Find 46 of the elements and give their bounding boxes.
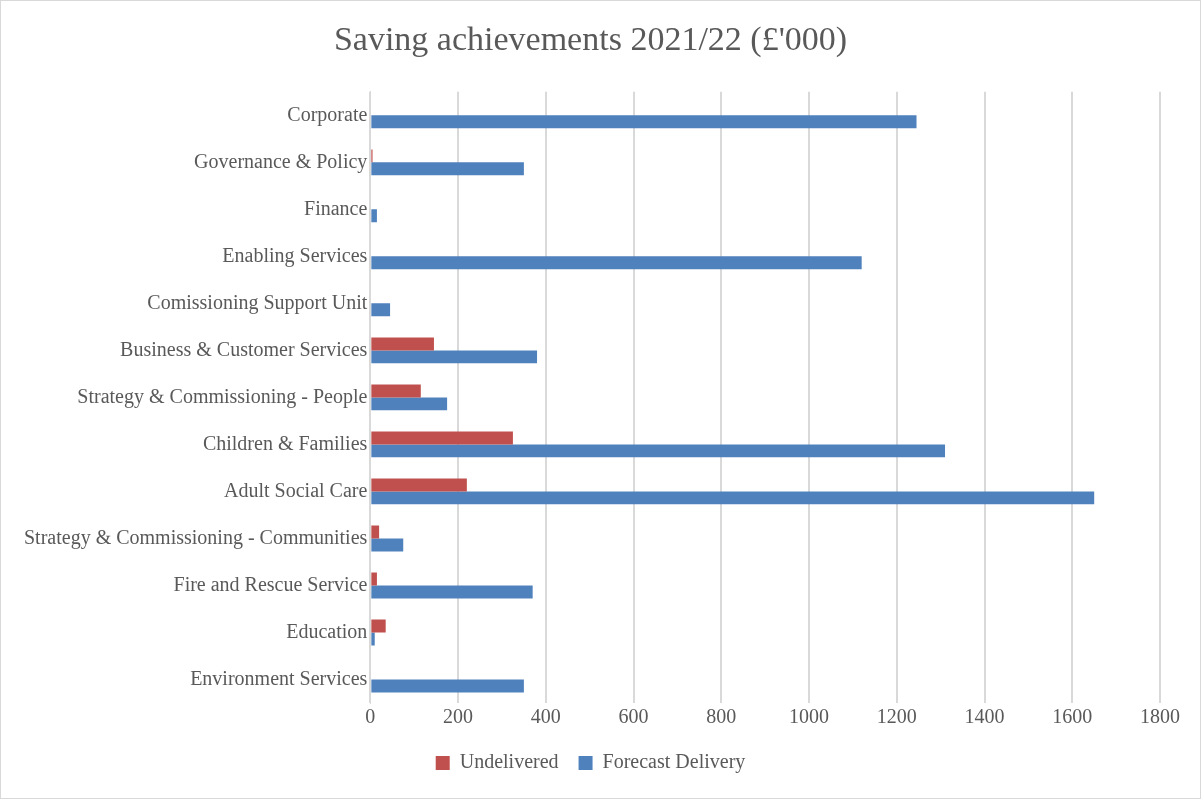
legend-label: Forecast Delivery: [602, 750, 746, 774]
bar: [371, 384, 421, 398]
y-tick-label: Adult Social Care: [224, 478, 368, 501]
y-tick-label: Finance: [304, 196, 368, 219]
y-tick-label: Children & Families: [202, 431, 368, 454]
y-tick-label: Fire and Rescue Service: [173, 572, 368, 595]
y-tick-label: Strategy & Commissioning - Communities: [24, 525, 368, 549]
x-tick-label: 0: [365, 705, 376, 728]
bar: [371, 525, 380, 539]
bar: [371, 350, 538, 364]
x-tick-label: 600: [618, 705, 649, 728]
x-tick-label: 800: [706, 705, 737, 728]
bar: [371, 397, 448, 411]
bar: [371, 491, 1095, 505]
legend-label: Undelivered: [459, 750, 559, 773]
bar: [371, 632, 375, 646]
chart-title: Saving achievements 2021/22 (£'000): [333, 20, 848, 59]
x-tick-label: 1800: [1140, 705, 1180, 728]
x-tick-label: 1000: [789, 705, 830, 728]
x-tick-label: 200: [443, 705, 474, 728]
bar: [371, 585, 533, 599]
x-tick-label: 1600: [1052, 705, 1093, 728]
x-tick-label: 1200: [876, 705, 917, 728]
bar: [371, 303, 391, 317]
bar: [371, 162, 524, 176]
x-tick-label: 1400: [964, 705, 1005, 728]
bar: [371, 431, 513, 445]
bar: [371, 572, 377, 586]
y-tick-label: Governance & Policy: [194, 149, 368, 173]
y-tick-label: Business & Customer Services: [120, 337, 368, 360]
bar: [371, 256, 862, 270]
y-tick-label: Strategy & Commissioning - People: [77, 384, 368, 408]
y-tick-label: Environment Services: [190, 666, 368, 689]
bar: [371, 538, 404, 552]
bar: [371, 444, 946, 458]
y-tick-label: Corporate: [287, 102, 368, 126]
x-tick-label: 400: [530, 705, 561, 728]
bar: [371, 115, 917, 129]
y-tick-label: Education: [286, 619, 368, 642]
bar: [371, 679, 524, 693]
bar: [371, 209, 377, 223]
bar: [371, 478, 467, 492]
y-tick-label: Enabling Services: [222, 243, 368, 267]
bar: [371, 619, 386, 633]
y-tick-label: Comissioning Support Unit: [147, 290, 368, 314]
bar: [371, 337, 434, 351]
